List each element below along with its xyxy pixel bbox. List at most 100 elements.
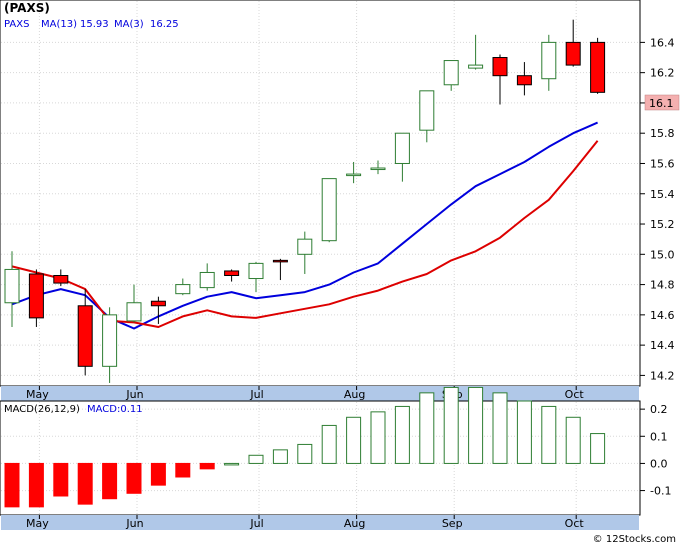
candle-body [28,273,44,319]
macd-bar-positive [468,386,484,464]
macd-bar-negative [199,462,215,470]
macd-params-label: MACD(26,12,9) [4,404,80,415]
macd-bar-negative [102,462,118,500]
price-x-tick-label: Aug [344,388,365,401]
macd-x-tick-label: Aug [344,517,365,530]
candle-body [199,271,215,289]
last-price-label: 16.1 [649,97,674,110]
price-x-tick-label: Jul [249,388,263,401]
candle-down [492,54,508,105]
macd-bar-negative [150,462,166,486]
price-y-tick-label: 15.6 [650,157,675,170]
macd-x-axis-band [1,515,639,530]
candle-body [346,173,362,177]
macd-bar-positive [297,443,313,464]
candle-up [370,160,386,175]
legend-ma3-value: 16.25 [150,19,179,30]
macd-bar-positive [590,433,606,464]
candle-body [272,259,288,263]
macd-bar-positive [321,424,337,464]
price-y-tick-label: 16.2 [650,67,675,80]
candle-body [468,64,484,69]
candle-body [443,60,459,86]
price-y-tick-label: 15.4 [650,188,675,201]
candle-up [443,60,459,91]
candle-up [346,161,362,184]
price-y-tick-label: 15.8 [650,127,675,140]
candle-body [4,268,20,304]
candle-up [468,34,484,70]
candle-up [4,251,20,327]
macd-bar-negative [126,462,142,494]
candle-down [28,269,44,327]
macd-y-tick-label: -0.1 [650,485,671,498]
candle-up [541,34,557,91]
candle-down [77,289,93,376]
macd-bar-positive [443,386,459,464]
candle-up [394,132,410,182]
price-y-tick-label: 15.2 [650,218,675,231]
macd-y-tick-label: 0.1 [650,430,668,443]
candle-up [199,263,215,291]
candle-body [590,41,606,93]
candle-body [492,57,508,77]
price-y-tick-label: 14.4 [650,339,675,352]
candle-body [126,302,142,322]
candle-up [297,231,313,274]
legend-ma13-label: MA(13) [41,19,77,30]
candle-up [321,178,337,243]
price-candles [4,19,606,383]
price-y-tick-label: 14.6 [650,309,675,322]
price-x-axis-band [1,386,639,401]
price-panel: (PAXS) PAXS MA(13) 15.93 MA(3) 16.25 14.… [0,0,680,387]
price-x-tick-label: Jun [125,388,143,401]
price-y-tick-label: 14.2 [650,369,675,382]
chart-title: (PAXS) [4,1,50,15]
candle-up [175,278,191,296]
macd-bar-positive [419,392,435,464]
macd-y-tick-label: 0.2 [650,403,668,416]
macd-bar-positive [541,405,557,464]
candle-body [565,41,581,66]
candle-body [175,284,191,295]
candle-down [516,62,532,96]
macd-bar-positive [224,462,240,466]
watermark: © 12Stocks.com [593,534,676,545]
candle-up [102,307,118,383]
price-y-tick-label: 15.0 [650,248,675,261]
candle-body [248,262,264,280]
macd-bar-negative [4,462,20,508]
macd-x-axis: May Jun Jul Aug Sep Oct [26,515,584,530]
candle-down [590,37,606,94]
macd-bar-negative [28,462,44,508]
macd-bar-positive [492,392,508,464]
candle-body [150,300,166,307]
candle-body [419,90,435,131]
price-x-tick-label: Oct [565,388,585,401]
candle-down [224,269,240,282]
candle-body [541,41,557,80]
macd-value-label: MACD:0.11 [87,404,143,415]
last-price-box [644,94,680,111]
macd-bar-negative [53,462,69,497]
candle-down [150,296,166,324]
candle-up [126,284,142,323]
candle-body [370,167,386,171]
candle-up [248,261,264,293]
macd-bar-positive [394,405,410,464]
candle-body [297,238,313,255]
legend-ma13-value: 15.93 [80,19,109,30]
candle-down [53,269,69,287]
candle-body [77,305,93,367]
macd-bar-positive [565,416,581,464]
legend-symbol: PAXS [4,19,29,30]
macd-x-tick-label: Oct [565,517,585,530]
price-x-tick-label: May [26,388,49,401]
candle-body [394,132,410,164]
legend-ma3-label: MA(3) [114,19,144,30]
price-y-tick-label: 16.4 [650,36,675,49]
macd-bar-positive [248,454,264,464]
macd-bar-positive [346,416,362,464]
